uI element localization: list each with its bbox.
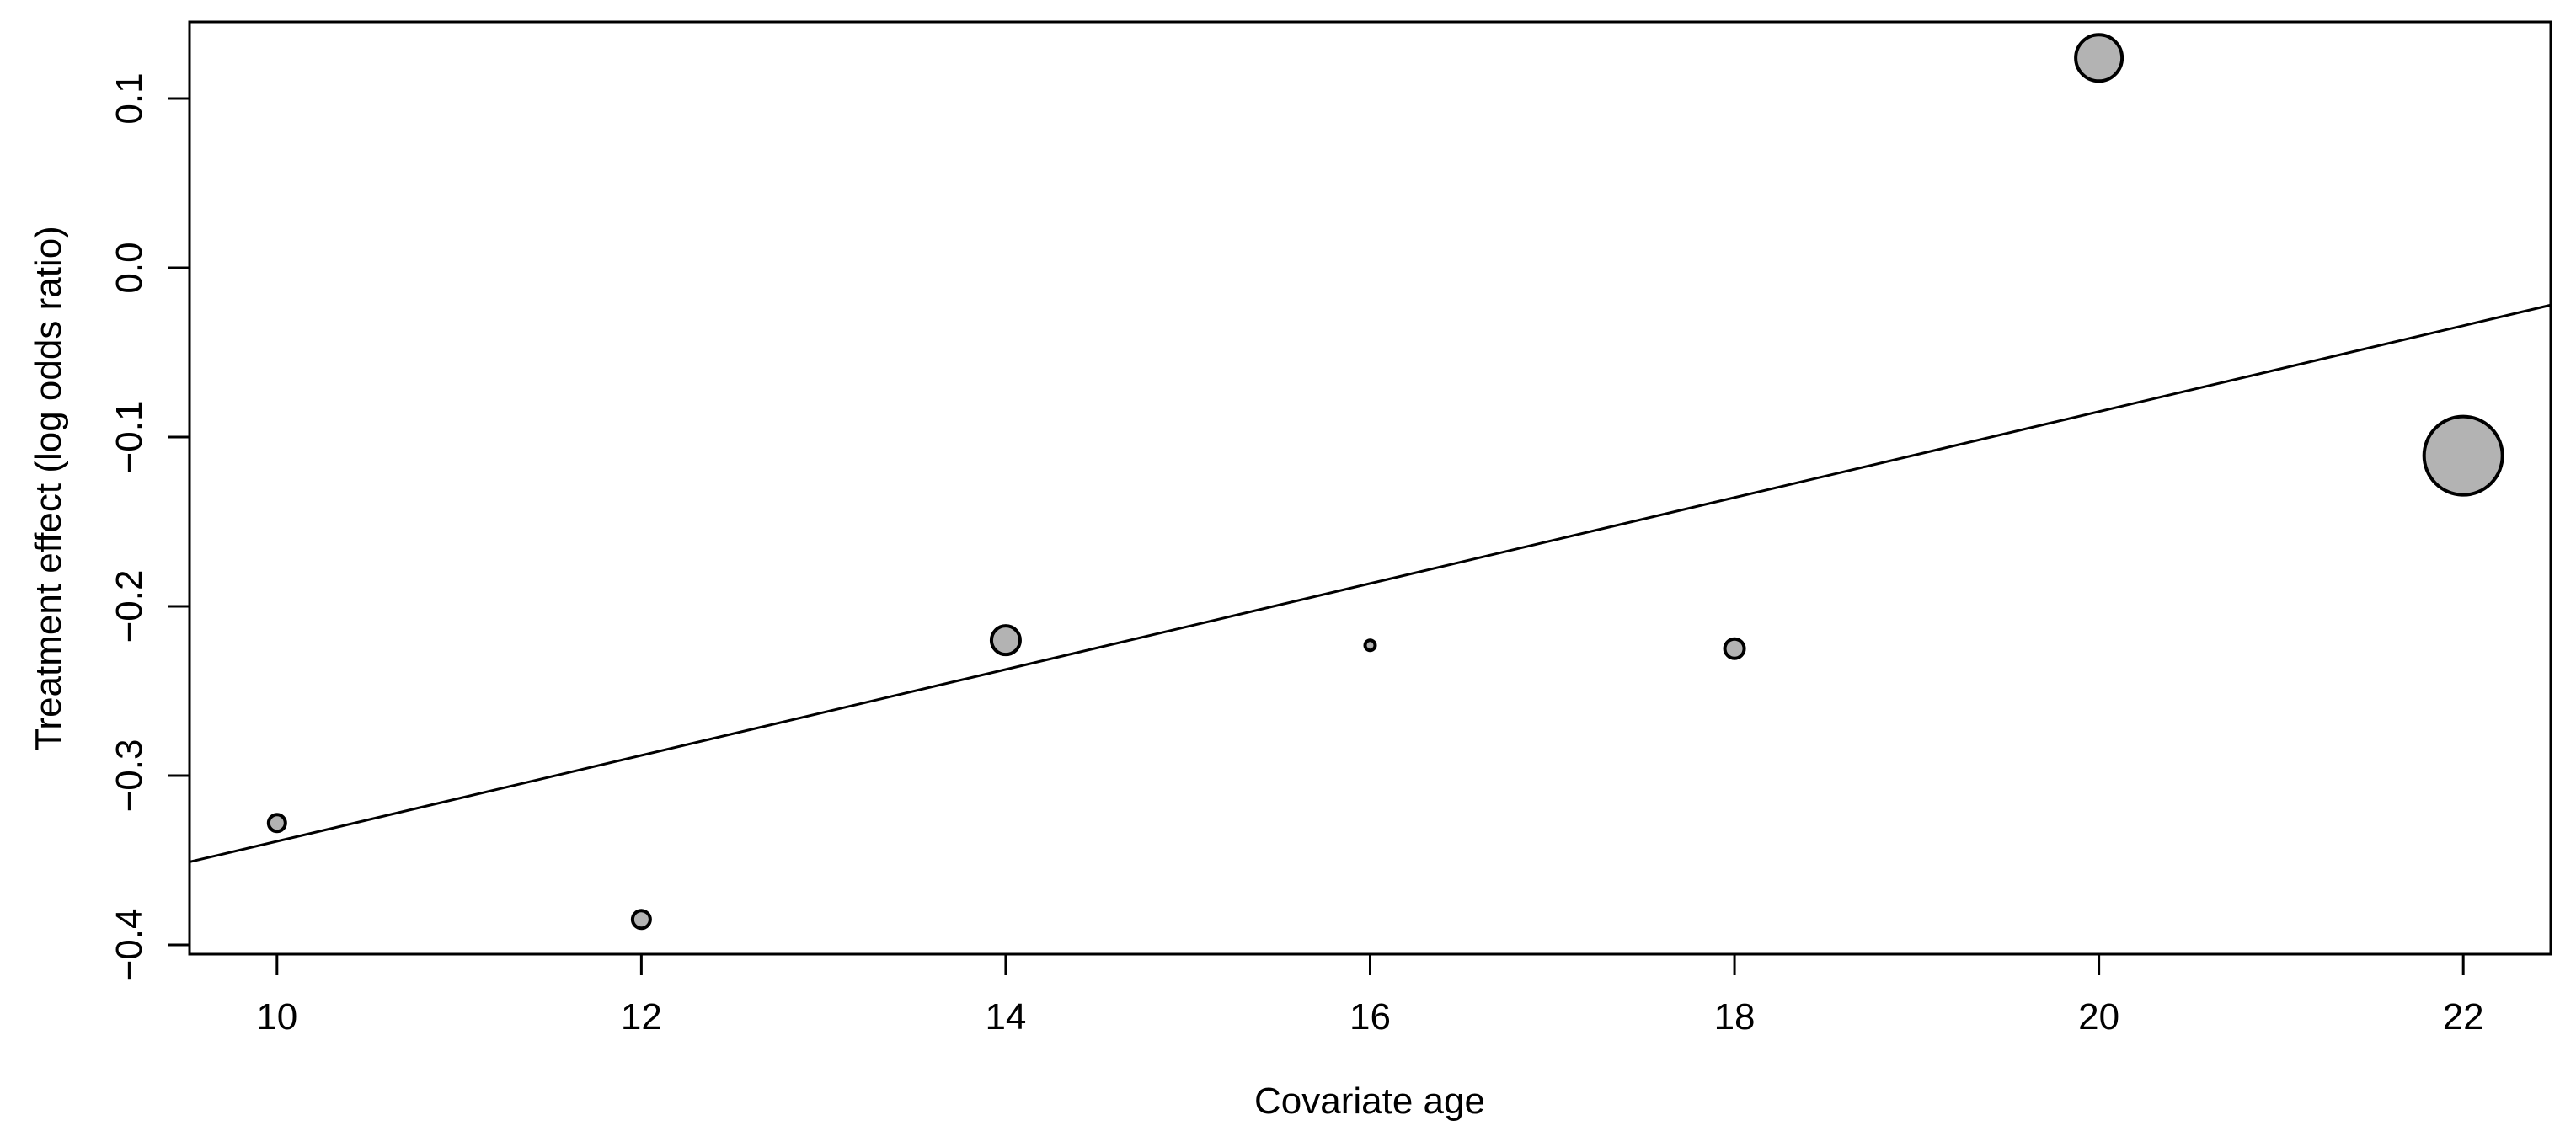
y-axis-title: Treatment effect (log odds ratio) [28,226,69,751]
x-tick-label: 22 [2443,996,2484,1038]
x-axis-title: Covariate age [1254,1080,1485,1122]
x-tick-label: 16 [1349,996,1391,1038]
regression-line [189,303,2552,863]
data-bubble [2074,33,2124,83]
x-tick-label: 14 [985,996,1026,1038]
x-tick-label: 18 [1714,996,1756,1038]
data-bubble [630,909,652,931]
plot-box [188,20,2552,956]
y-tick-label: −0.2 [109,570,150,643]
x-tick-label: 12 [621,996,662,1038]
y-tick-label: −0.4 [109,909,150,982]
data-bubble [266,813,287,834]
data-bubble [2422,414,2504,497]
y-tick-label: −0.1 [109,401,150,474]
y-tick-label: −0.3 [109,739,150,813]
x-tick-label: 20 [2078,996,2119,1038]
data-bubble [989,624,1022,657]
y-tick-label: 0.1 [109,72,150,124]
x-tick-label: 10 [256,996,297,1038]
data-bubble [1723,637,1746,660]
data-bubble [1363,638,1377,653]
plot-area: 10 12 14 16 18 20 22 0.1 0.0 −0.1 −0.2 −0.3 −0.4 [109,20,2552,1038]
y-tick-label: 0.0 [109,242,150,293]
